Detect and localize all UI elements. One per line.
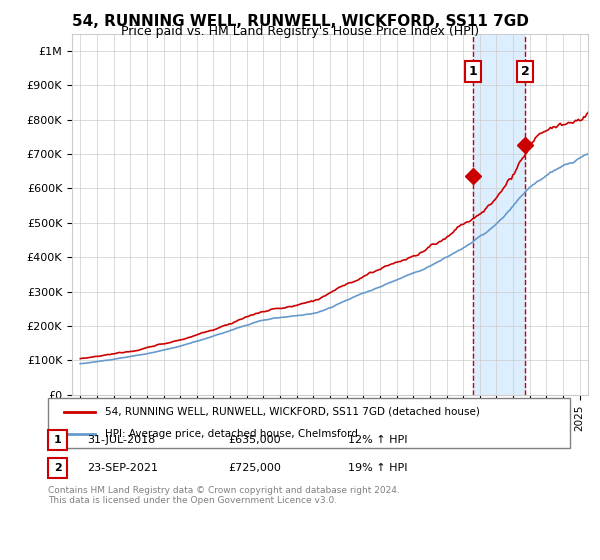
- Text: 12% ↑ HPI: 12% ↑ HPI: [348, 435, 407, 445]
- FancyBboxPatch shape: [48, 398, 570, 448]
- Text: 2: 2: [521, 65, 530, 78]
- Text: Price paid vs. HM Land Registry's House Price Index (HPI): Price paid vs. HM Land Registry's House …: [121, 25, 479, 38]
- Text: 31-JUL-2018: 31-JUL-2018: [87, 435, 155, 445]
- Text: 19% ↑ HPI: 19% ↑ HPI: [348, 463, 407, 473]
- Text: 54, RUNNING WELL, RUNWELL, WICKFORD, SS11 7GD: 54, RUNNING WELL, RUNWELL, WICKFORD, SS1…: [71, 14, 529, 29]
- Text: 23-SEP-2021: 23-SEP-2021: [87, 463, 158, 473]
- Text: 1: 1: [469, 65, 477, 78]
- Text: £635,000: £635,000: [228, 435, 281, 445]
- Text: HPI: Average price, detached house, Chelmsford: HPI: Average price, detached house, Chel…: [106, 429, 358, 439]
- FancyBboxPatch shape: [48, 430, 67, 450]
- Text: Contains HM Land Registry data © Crown copyright and database right 2024.
This d: Contains HM Land Registry data © Crown c…: [48, 486, 400, 505]
- Text: £725,000: £725,000: [228, 463, 281, 473]
- Text: 2: 2: [54, 463, 61, 473]
- Text: 54, RUNNING WELL, RUNWELL, WICKFORD, SS11 7GD (detached house): 54, RUNNING WELL, RUNWELL, WICKFORD, SS1…: [106, 407, 480, 417]
- FancyBboxPatch shape: [48, 458, 67, 478]
- Bar: [473, 34, 525, 395]
- Text: 1: 1: [54, 435, 61, 445]
